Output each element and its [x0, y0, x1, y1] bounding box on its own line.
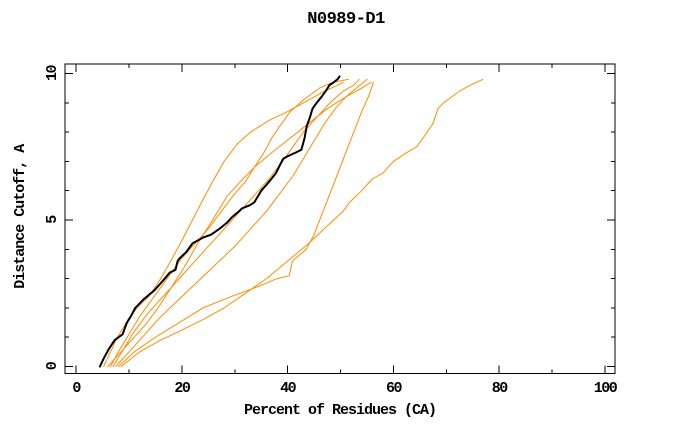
black-curve	[98, 75, 341, 368]
x-tick-label: 40	[280, 380, 297, 397]
orange-curve-7	[120, 78, 484, 367]
orange-curve-4	[115, 78, 368, 367]
chart-title: N0989-D1	[307, 10, 385, 29]
x-axis-label: Percent of Residues (CA)	[244, 402, 436, 419]
x-tick-label: 20	[174, 380, 191, 397]
y-tick-label: 0	[44, 361, 61, 370]
orange-curve-3	[112, 78, 360, 367]
x-tick-label: 60	[386, 380, 403, 397]
plot-border	[64, 63, 616, 374]
x-tick-label: 100	[594, 380, 618, 397]
y-tick-label: 10	[44, 65, 61, 82]
x-tick-label: 0	[72, 380, 81, 397]
orange-curve-5	[117, 81, 374, 367]
y-axis-label: Distance Cutoff, A	[12, 144, 29, 289]
x-tick-label: 80	[492, 380, 509, 397]
orange-curve-2	[110, 78, 349, 367]
y-tick-label: 5	[44, 215, 61, 224]
orange-curve-6	[107, 81, 372, 367]
